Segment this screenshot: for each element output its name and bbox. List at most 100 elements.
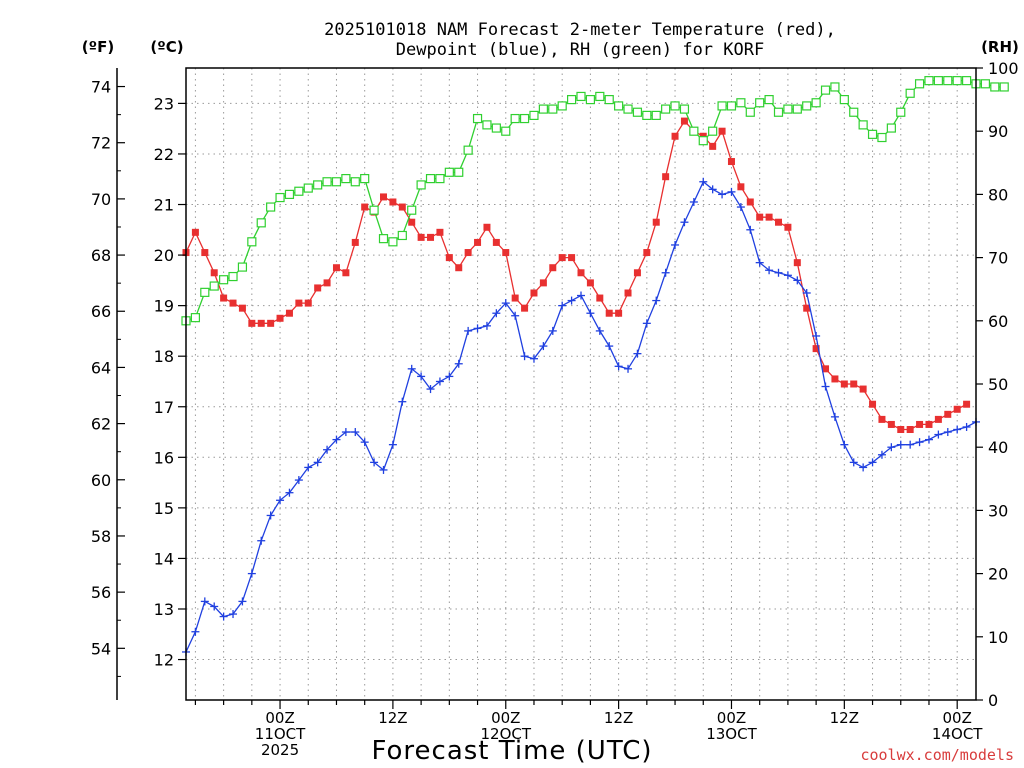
- temperature-point: [220, 294, 228, 302]
- rh-point: [294, 186, 304, 196]
- rh-point: [425, 174, 436, 184]
- rh-point: [595, 91, 605, 102]
- temperature-point: [427, 233, 435, 241]
- celsius-tick-label: 16: [154, 448, 174, 467]
- temperature-point: [906, 426, 914, 434]
- dewpoint-point: [238, 597, 247, 606]
- dewpoint-point: [887, 443, 896, 452]
- rh-point: [755, 98, 765, 108]
- dewpoint-point: [501, 299, 510, 308]
- temperature-point: [314, 284, 322, 292]
- dewpoint-point: [558, 301, 567, 310]
- fahrenheit-tick-label: 60: [91, 471, 111, 490]
- temperature-point: [332, 264, 340, 272]
- dewpoint-point: [595, 326, 604, 335]
- temperature-point: [765, 213, 773, 221]
- temperature-point: [746, 198, 754, 206]
- dewpoint-point: [906, 440, 915, 449]
- dewpoint-point: [746, 225, 755, 234]
- temperature-point: [492, 238, 500, 246]
- temperature-point: [727, 158, 735, 166]
- fahrenheit-tick-label: 54: [91, 639, 111, 658]
- dewpoint-point: [896, 440, 905, 449]
- temperature-point: [483, 223, 491, 231]
- fahrenheit-axis-label: (ºF): [82, 38, 114, 56]
- rh-tick-label: 60: [988, 312, 1008, 331]
- rh-point: [538, 104, 548, 114]
- temperature-point: [624, 289, 632, 297]
- rh-point: [190, 313, 201, 323]
- rh-point: [764, 94, 774, 105]
- dewpoint-point: [915, 438, 924, 447]
- dewpoint-point: [210, 602, 219, 611]
- rh-point: [360, 174, 370, 184]
- rh-tick-label: 0: [988, 691, 998, 710]
- fahrenheit-tick-label: 74: [91, 78, 111, 97]
- dewpoint-point: [313, 458, 322, 467]
- dewpoint-point: [407, 364, 416, 373]
- temperature-point: [775, 218, 782, 226]
- temperature-point: [276, 314, 284, 322]
- rh-axis: 0 10 20 30 40 50 60 70 80 90 100: [976, 59, 1019, 710]
- rh-tick-label: 80: [988, 185, 1008, 204]
- celsius-tick-label: 13: [154, 600, 174, 619]
- temperature-point: [238, 304, 246, 312]
- celsius-axis-label: (ºC): [150, 38, 183, 56]
- dewpoint-point: [821, 382, 830, 391]
- dewpoint-point: [708, 185, 717, 194]
- time-tick-label: 12OCT: [480, 725, 531, 743]
- temperature-point: [897, 426, 905, 434]
- temperature-point: [963, 400, 971, 408]
- fahrenheit-tick-label: 72: [91, 134, 111, 153]
- temperature-point: [718, 127, 726, 135]
- dewpoint-point: [398, 397, 407, 406]
- rh-point: [463, 145, 473, 155]
- temperature-point: [568, 254, 576, 262]
- rh-point: [783, 104, 793, 114]
- rh-point: [519, 113, 530, 124]
- gridlines: [186, 68, 976, 700]
- rh-point: [980, 79, 991, 89]
- rh-point: [454, 167, 464, 177]
- temperature-point: [342, 269, 350, 277]
- temperature-point: [191, 228, 199, 236]
- rh-point: [745, 107, 755, 117]
- dewpoint-point: [943, 428, 952, 437]
- time-tick-label: 14OCT: [932, 725, 983, 743]
- temperature-point: [680, 117, 688, 125]
- dewpoint-point: [830, 412, 839, 421]
- temperature-point: [822, 365, 830, 373]
- rh-point: [773, 107, 784, 117]
- temperature-point: [850, 380, 858, 388]
- dewpoint-point: [266, 511, 275, 520]
- temperature-point: [859, 385, 867, 393]
- temperature-point: [671, 132, 679, 140]
- rh-point: [341, 174, 351, 184]
- dewpoint-point: [624, 364, 633, 373]
- fahrenheit-tick-label: 62: [91, 415, 111, 434]
- temperature-point: [737, 183, 745, 191]
- rh-point: [811, 98, 821, 108]
- dewpoint-point: [962, 422, 971, 431]
- dewpoint-point: [605, 342, 614, 351]
- temperature-point: [605, 309, 613, 317]
- celsius-tick-label: 22: [154, 145, 174, 164]
- dewpoint-point: [736, 203, 745, 212]
- rh-point: [482, 120, 492, 130]
- dewpoint-point: [680, 218, 689, 227]
- dewpoint-point: [755, 258, 764, 267]
- temperature-point: [408, 218, 416, 226]
- rh-point: [679, 104, 690, 114]
- dewpoint-point: [529, 354, 538, 363]
- dewpoint-point: [520, 352, 529, 361]
- dewpoint-point: [849, 458, 858, 467]
- rh-point: [388, 237, 398, 247]
- rh-point: [820, 85, 831, 95]
- temperature-point: [445, 254, 453, 262]
- dewpoint-point: [285, 488, 294, 497]
- rh-point: [548, 104, 558, 114]
- dewpoint-point: [539, 342, 548, 351]
- rh-point: [266, 202, 276, 212]
